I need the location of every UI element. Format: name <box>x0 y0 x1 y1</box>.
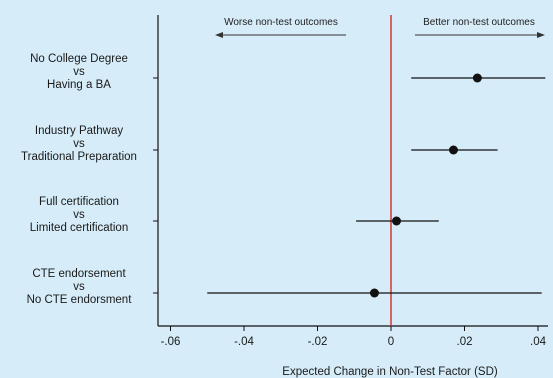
x-tick-label: .04 <box>530 336 547 348</box>
annotation-better-arrowhead <box>537 32 545 38</box>
annotation-worse-arrowhead <box>215 32 223 38</box>
x-tick-label: -.06 <box>161 336 181 348</box>
category-label-line: No CTE endorsment <box>27 294 133 306</box>
x-tick-label: -.02 <box>308 336 328 348</box>
x-axis-title: Expected Change in Non-Test Factor (SD) <box>282 366 498 378</box>
category-label-line: vs <box>73 209 85 221</box>
category-label-line: Limited certification <box>30 222 128 234</box>
plot-area: -.06 -.04 -.02 0 .02 .04 Worse non-test outcom… <box>21 15 548 348</box>
category-label-line: CTE endorsement <box>32 268 126 280</box>
point-estimate <box>392 216 402 226</box>
point-estimate <box>472 73 482 83</box>
annotation-better-label: Better non-test outcomes <box>423 17 535 28</box>
category-label-line: Traditional Preparation <box>21 151 137 163</box>
point-estimate <box>448 145 458 155</box>
category-label-line: Full certification <box>39 196 119 208</box>
x-tick-label: 0 <box>388 336 394 348</box>
category-label-line: No College Degree <box>30 53 128 65</box>
category-label-line: vs <box>73 138 85 150</box>
x-tick-label: .02 <box>457 336 473 348</box>
category-label-line: Industry Pathway <box>35 125 123 137</box>
category-label-line: Having a BA <box>47 79 111 91</box>
category-label-line: vs <box>73 281 85 293</box>
point-estimate <box>369 288 379 298</box>
category-label-line: vs <box>73 66 85 78</box>
x-tick-label: -.04 <box>234 336 254 348</box>
annotation-worse-label: Worse non-test outcomes <box>224 17 338 28</box>
